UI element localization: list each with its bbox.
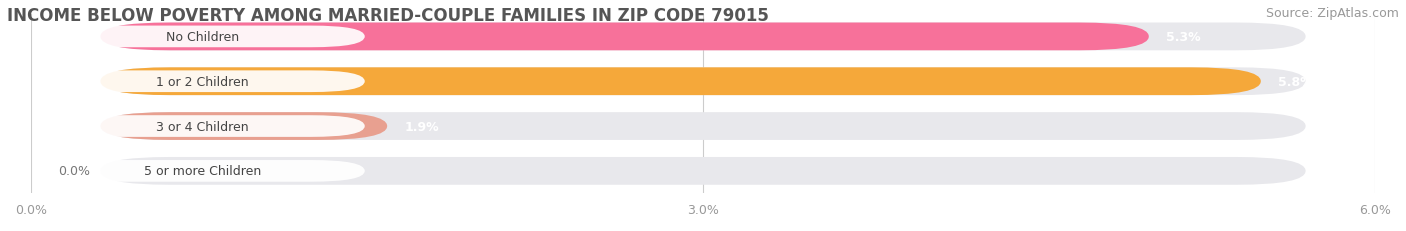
FancyBboxPatch shape [100, 68, 1261, 96]
Text: 5.3%: 5.3% [1166, 31, 1201, 44]
FancyBboxPatch shape [39, 116, 364, 137]
Text: 0.0%: 0.0% [58, 165, 90, 178]
FancyBboxPatch shape [39, 160, 364, 182]
FancyBboxPatch shape [100, 23, 1149, 51]
Text: Source: ZipAtlas.com: Source: ZipAtlas.com [1265, 7, 1399, 20]
Text: 5 or more Children: 5 or more Children [143, 165, 262, 178]
FancyBboxPatch shape [100, 113, 387, 140]
Text: 1.9%: 1.9% [404, 120, 439, 133]
FancyBboxPatch shape [39, 71, 364, 93]
Text: INCOME BELOW POVERTY AMONG MARRIED-COUPLE FAMILIES IN ZIP CODE 79015: INCOME BELOW POVERTY AMONG MARRIED-COUPL… [7, 7, 769, 25]
Text: 3 or 4 Children: 3 or 4 Children [156, 120, 249, 133]
FancyBboxPatch shape [100, 113, 1306, 140]
FancyBboxPatch shape [100, 157, 1306, 185]
FancyBboxPatch shape [39, 27, 364, 48]
FancyBboxPatch shape [100, 68, 1306, 96]
Text: 1 or 2 Children: 1 or 2 Children [156, 75, 249, 88]
FancyBboxPatch shape [100, 23, 1306, 51]
Text: 5.8%: 5.8% [1278, 75, 1312, 88]
Text: No Children: No Children [166, 31, 239, 44]
